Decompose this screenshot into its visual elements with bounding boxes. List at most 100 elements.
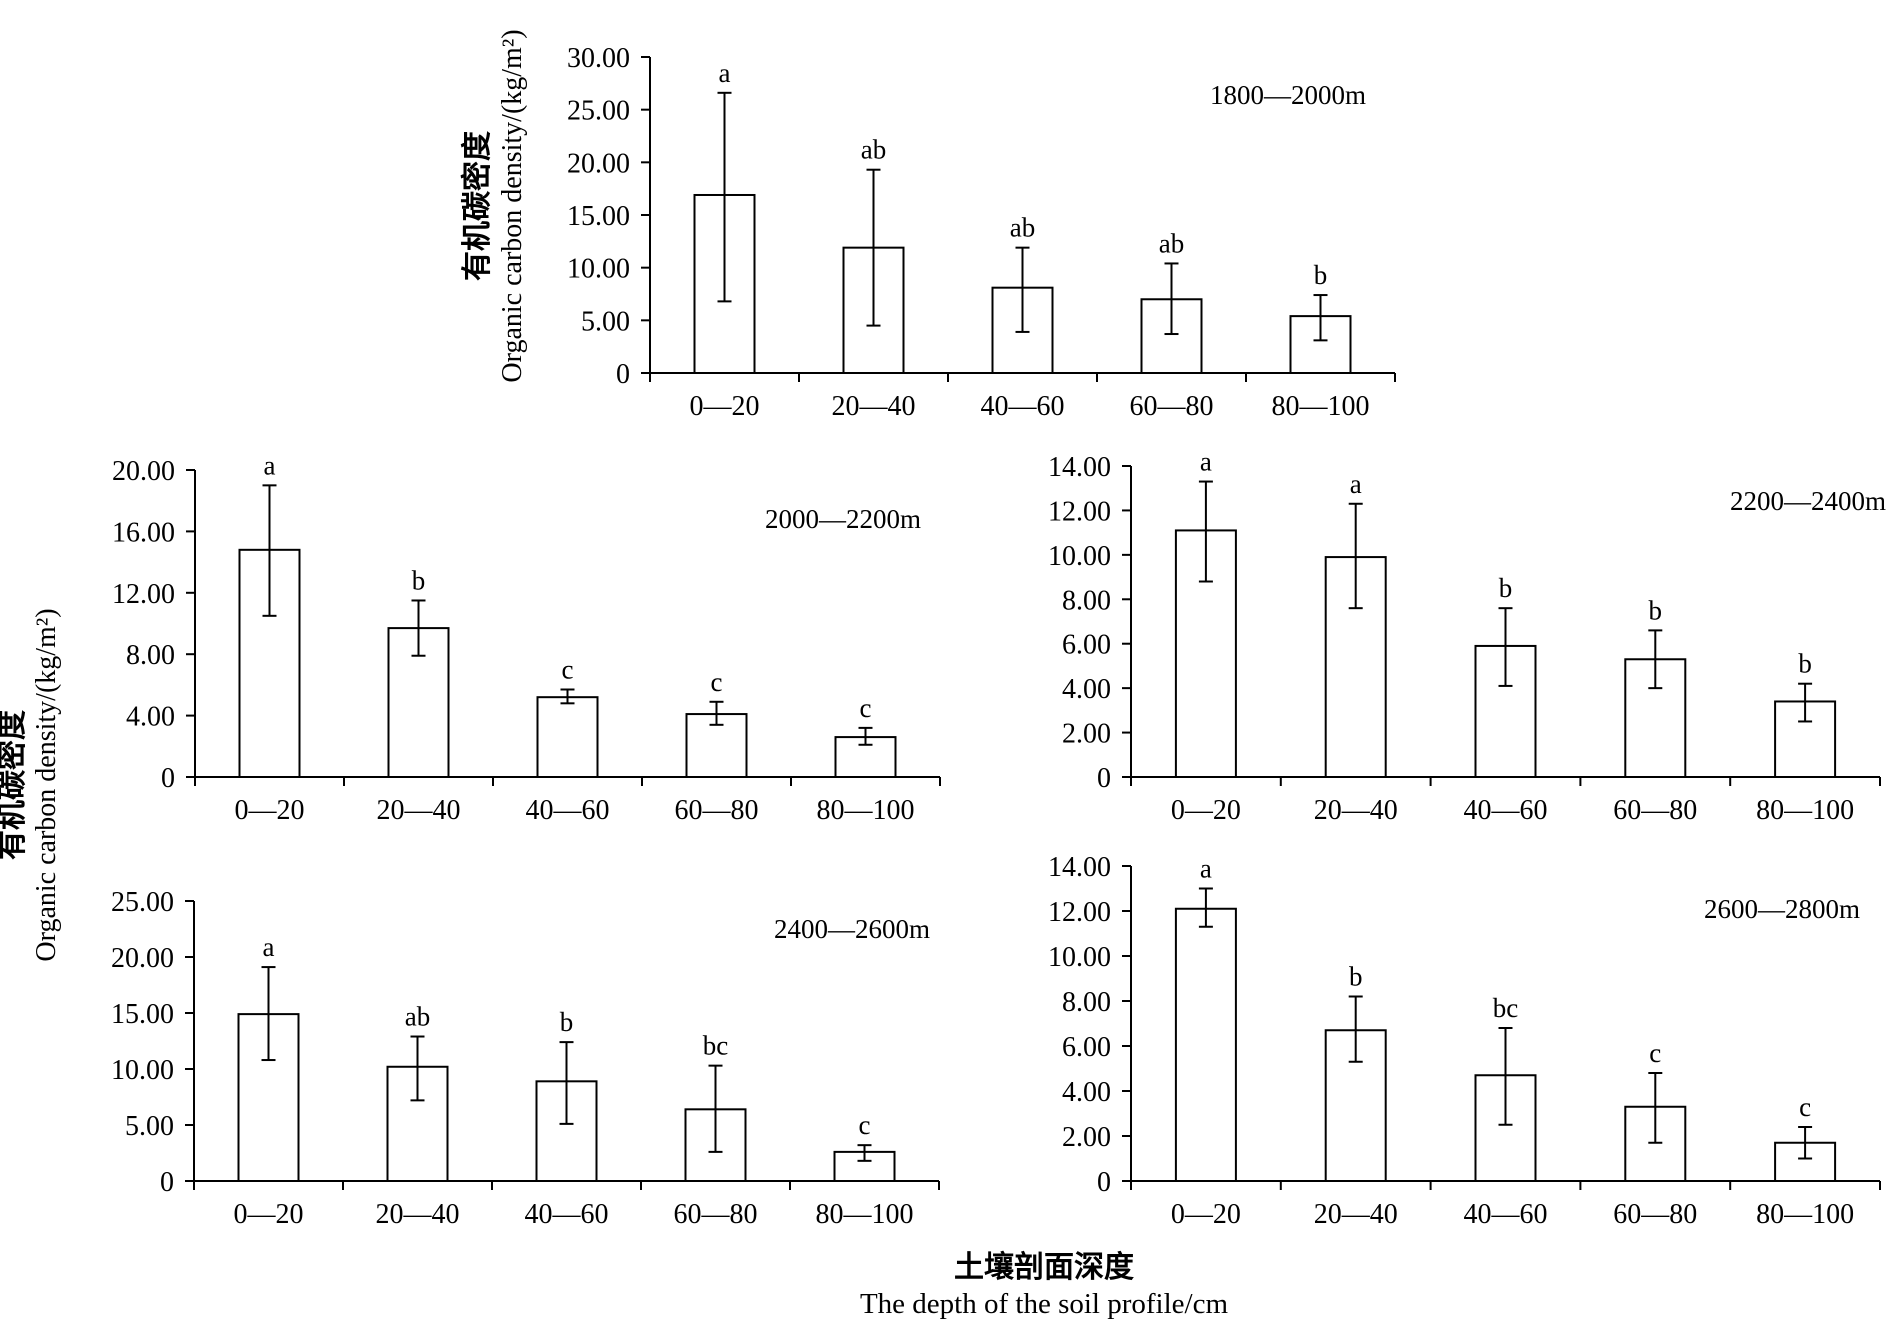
x-axis-title-en: The depth of the soil profile/cm bbox=[860, 1288, 1228, 1319]
y-tick-label: 25.00 bbox=[111, 887, 174, 918]
y-tick-label: 6.00 bbox=[1062, 630, 1111, 661]
y-tick-label: 8.00 bbox=[1062, 585, 1111, 616]
significance-letter: a bbox=[263, 932, 275, 962]
y-tick-label: 0 bbox=[160, 1167, 174, 1198]
panel-label: 2200—2400m bbox=[1730, 486, 1886, 516]
x-tick-label: 80—100 bbox=[817, 795, 915, 826]
x-tick-label: 0—20 bbox=[234, 1199, 304, 1230]
y-tick-label: 10.00 bbox=[1048, 541, 1111, 572]
significance-letter: a bbox=[1200, 447, 1212, 477]
y-tick-label: 8.00 bbox=[126, 640, 175, 671]
significance-letter: b bbox=[1499, 573, 1513, 603]
x-tick-label: 60—80 bbox=[1613, 1199, 1697, 1230]
x-tick-label: 60—80 bbox=[1130, 391, 1214, 422]
x-tick-label: 20—40 bbox=[376, 1199, 460, 1230]
bar bbox=[1174, 907, 1237, 1182]
y-tick-label: 8.00 bbox=[1062, 987, 1111, 1018]
panel-label: 2400—2600m bbox=[774, 914, 930, 944]
y-axis-title-en-top: Organic carbon density/(kg/m²) bbox=[497, 29, 528, 382]
y-tick-label: 4.00 bbox=[1062, 674, 1111, 705]
x-tick-label: 60—80 bbox=[674, 1199, 758, 1230]
significance-letter: bc bbox=[703, 1031, 729, 1061]
y-tick-label: 10.00 bbox=[1048, 942, 1111, 973]
significance-letter: b bbox=[1349, 962, 1363, 992]
significance-letter: ab bbox=[1010, 213, 1035, 243]
significance-letter: c bbox=[562, 655, 574, 685]
y-tick-label: 16.00 bbox=[112, 517, 175, 548]
significance-letter: c bbox=[859, 1110, 871, 1140]
chart-panel-1: 0 5.00 10.00 15.00 20.00 25.00 30.00 a 0—20 ab 20—… bbox=[567, 43, 1396, 422]
x-tick-label: 60—80 bbox=[675, 795, 759, 826]
y-tick-label: 20.00 bbox=[112, 456, 175, 487]
y-tick-label: 2.00 bbox=[1062, 1122, 1111, 1153]
y-tick-label: 20.00 bbox=[111, 943, 174, 974]
y-tick-label: 12.00 bbox=[1048, 496, 1111, 527]
significance-letter: b bbox=[560, 1007, 574, 1037]
chart-panel-3: 0 2.00 4.00 6.00 8.00 10.00 12.00 14.00 a 0—20 a 20… bbox=[1048, 447, 1886, 826]
significance-letter: a bbox=[719, 58, 731, 88]
y-tick-label: 4.00 bbox=[1062, 1077, 1111, 1108]
chart-panel-2: 0 4.00 8.00 12.00 16.00 20.00 a 0—20 b 20—40 c 40—6… bbox=[112, 450, 941, 826]
significance-letter: ab bbox=[861, 135, 886, 165]
x-tick-label: 0—20 bbox=[235, 795, 305, 826]
panel-label: 1800—2000m bbox=[1210, 80, 1366, 110]
y-tick-label: 5.00 bbox=[125, 1111, 174, 1142]
y-tick-label: 10.00 bbox=[567, 254, 630, 285]
significance-letter: c bbox=[1799, 1092, 1811, 1122]
chart-panel-5: 0 2.00 4.00 6.00 8.00 10.00 12.00 14.00 a 0—20 b 20… bbox=[1048, 852, 1881, 1230]
panel-label: 2000—2200m bbox=[765, 504, 921, 534]
y-tick-label: 14.00 bbox=[1048, 452, 1111, 483]
x-tick-label: 60—80 bbox=[1613, 795, 1697, 826]
x-tick-label: 40—60 bbox=[525, 1199, 609, 1230]
significance-letter: c bbox=[860, 693, 872, 723]
y-tick-label: 12.00 bbox=[112, 579, 175, 610]
x-tick-label: 20—40 bbox=[1314, 795, 1398, 826]
significance-letter: b bbox=[1798, 649, 1812, 679]
significance-letter: c bbox=[711, 667, 723, 697]
x-tick-label: 40—60 bbox=[526, 795, 610, 826]
significance-letter: a bbox=[1350, 469, 1362, 499]
x-tick-label: 80—100 bbox=[816, 1199, 914, 1230]
significance-letter: ab bbox=[405, 1002, 430, 1032]
x-tick-label: 80—100 bbox=[1756, 795, 1854, 826]
panel-label: 2600—2800m bbox=[1704, 894, 1860, 924]
x-tick-label: 20—40 bbox=[832, 391, 916, 422]
significance-letter: a bbox=[264, 450, 276, 480]
x-tick-label: 0—20 bbox=[1171, 795, 1241, 826]
x-tick-label: 80—100 bbox=[1272, 391, 1370, 422]
x-tick-label: 40—60 bbox=[1464, 795, 1548, 826]
bar bbox=[536, 696, 599, 778]
y-tick-label: 15.00 bbox=[567, 201, 630, 232]
chart-panel-4: 0 5.00 10.00 15.00 20.00 25.00 a 0—20 ab 20—40 b 40… bbox=[111, 887, 940, 1230]
y-tick-label: 2.00 bbox=[1062, 719, 1111, 750]
significance-letter: b bbox=[1649, 595, 1663, 625]
significance-letter: b bbox=[1314, 260, 1328, 290]
x-tick-label: 80—100 bbox=[1756, 1199, 1854, 1230]
y-tick-label: 14.00 bbox=[1048, 852, 1111, 883]
y-axis-title-en-left: Organic carbon density/(kg/m²) bbox=[31, 608, 62, 961]
y-axis-title-cn-left: 有机碳密度 bbox=[0, 710, 29, 860]
x-tick-label: 20—40 bbox=[1314, 1199, 1398, 1230]
x-tick-label: 20—40 bbox=[377, 795, 461, 826]
y-tick-label: 10.00 bbox=[111, 1055, 174, 1086]
y-tick-label: 0 bbox=[1097, 1167, 1111, 1198]
x-tick-label: 40—60 bbox=[1464, 1199, 1548, 1230]
y-tick-label: 4.00 bbox=[126, 702, 175, 733]
x-tick-label: 40—60 bbox=[981, 391, 1065, 422]
x-tick-label: 0—20 bbox=[1171, 1199, 1241, 1230]
x-tick-label: 0—20 bbox=[690, 391, 760, 422]
significance-letter: bc bbox=[1493, 993, 1519, 1023]
y-tick-label: 5.00 bbox=[581, 306, 630, 337]
y-tick-label: 30.00 bbox=[567, 43, 630, 74]
significance-letter: ab bbox=[1159, 228, 1184, 258]
significance-letter: a bbox=[1200, 854, 1212, 884]
y-tick-label: 12.00 bbox=[1048, 897, 1111, 928]
y-tick-label: 20.00 bbox=[567, 148, 630, 179]
significance-letter: b bbox=[412, 565, 426, 595]
y-tick-label: 0 bbox=[161, 763, 175, 794]
y-tick-label: 0 bbox=[1097, 763, 1111, 794]
significance-letter: c bbox=[1649, 1038, 1661, 1068]
y-axis-title-cn-top: 有机碳密度 bbox=[460, 131, 494, 281]
